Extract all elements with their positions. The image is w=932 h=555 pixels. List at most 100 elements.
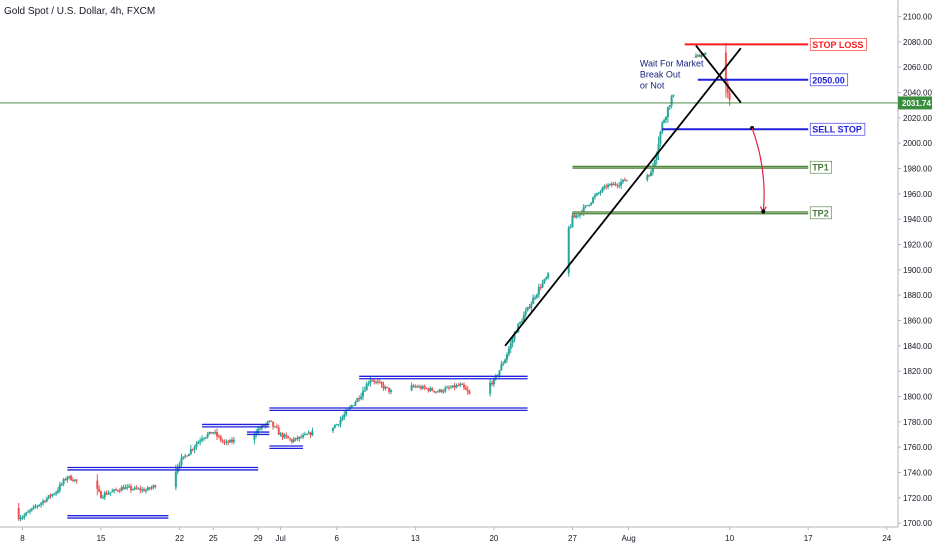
candle-body [227, 441, 230, 443]
candle-body [343, 414, 346, 418]
candle-body [55, 492, 58, 494]
candle-body [116, 490, 119, 492]
candle-body [56, 490, 59, 493]
candle-body [60, 483, 63, 485]
price-tick-label: 1720.00 [903, 494, 932, 503]
candle-body [517, 323, 520, 332]
candle-body [489, 382, 492, 394]
candle-body [621, 179, 624, 182]
candle-body [332, 427, 335, 431]
sell-stop-label: SELL STOP [809, 122, 866, 136]
candle-body [698, 55, 701, 58]
candle-body [601, 187, 604, 192]
time-tick-label: 24 [882, 534, 891, 543]
candle-body [23, 515, 26, 518]
candle-body [19, 517, 22, 520]
candle-body [105, 492, 108, 495]
candle-body [459, 383, 462, 386]
price-tick-label: 1780.00 [903, 418, 932, 427]
candle-body [386, 386, 389, 388]
candle-body [40, 502, 43, 505]
price-tick-label: 1980.00 [903, 164, 932, 173]
candle-body [266, 421, 269, 424]
levels-layer: STOP LOSS 2050.00 SELL STOP TP1 TP2 [0, 38, 898, 220]
candle-body [535, 294, 538, 298]
candle-body [526, 307, 529, 311]
candle-body [333, 424, 336, 428]
candle-body [21, 517, 24, 519]
candle-body [352, 405, 355, 407]
triangle-upper-line [695, 45, 742, 104]
price-tick-label: 1740.00 [903, 469, 932, 478]
candle-body [354, 402, 357, 406]
candle-body [696, 55, 699, 57]
candle-body [154, 485, 157, 488]
candle-body [73, 479, 76, 481]
wait-note-box [637, 57, 698, 95]
candle-body [569, 226, 572, 228]
candle-body [614, 183, 617, 185]
candle-body [135, 487, 138, 489]
candle-body [49, 495, 52, 497]
candle-body [668, 105, 671, 107]
candle-body [219, 436, 222, 441]
candle-body [603, 186, 606, 188]
candle-body [582, 206, 585, 213]
candle-body [547, 273, 550, 278]
candle-body [494, 375, 497, 379]
candle-body [588, 204, 591, 206]
price-tick-label: 1940.00 [903, 215, 932, 224]
candle-body [152, 485, 155, 488]
candle-body [111, 490, 114, 493]
candle-body [294, 437, 297, 440]
candle-body [577, 215, 580, 217]
candle-body [434, 391, 437, 393]
candle-body [96, 480, 99, 489]
candle-body [174, 472, 177, 488]
candle-body [311, 430, 314, 436]
candle-body [339, 419, 342, 425]
candle-body [36, 505, 39, 507]
candle-body [646, 175, 649, 180]
candle-body [492, 378, 495, 385]
candle-body [466, 389, 469, 392]
price-tick-label: 2100.00 [903, 12, 932, 21]
stop-loss-label: STOP LOSS [809, 38, 867, 51]
candle-body [491, 382, 494, 385]
candle-body [597, 192, 600, 194]
candle-body [418, 386, 421, 388]
candle-body [70, 475, 73, 481]
candle-body [191, 449, 194, 451]
candle-body [189, 449, 192, 455]
candle-body [114, 489, 117, 491]
candle-body [274, 426, 277, 428]
candle-body [539, 286, 542, 288]
candle-body [651, 165, 654, 173]
candle-body [605, 186, 608, 188]
tp1-label: TP1 [809, 160, 833, 174]
candle-body [30, 508, 33, 511]
candle-body [144, 490, 147, 492]
candle-body [509, 343, 512, 349]
time-tick-label: 10 [725, 534, 734, 543]
candle-body [663, 119, 666, 123]
candle-body [575, 215, 578, 218]
candle-body [58, 484, 61, 491]
candle-body [305, 434, 308, 436]
candle-body [670, 96, 673, 106]
candle-body [496, 375, 499, 377]
candle-body [204, 437, 207, 439]
candle-body [107, 493, 110, 495]
tp2-label-box [809, 206, 833, 220]
candle-body [232, 439, 235, 442]
candle-body [42, 500, 45, 503]
candle-body [178, 465, 181, 468]
candle-body [309, 432, 312, 436]
time-axis: 8 15 22 25 29 Jul 6 13 20 27 Aug 10 17 24 [0, 526, 932, 550]
price-tick-label: 1760.00 [903, 443, 932, 452]
candle-body [259, 428, 262, 430]
candle-body [653, 160, 656, 166]
price-tick-label: 1800.00 [903, 393, 932, 402]
